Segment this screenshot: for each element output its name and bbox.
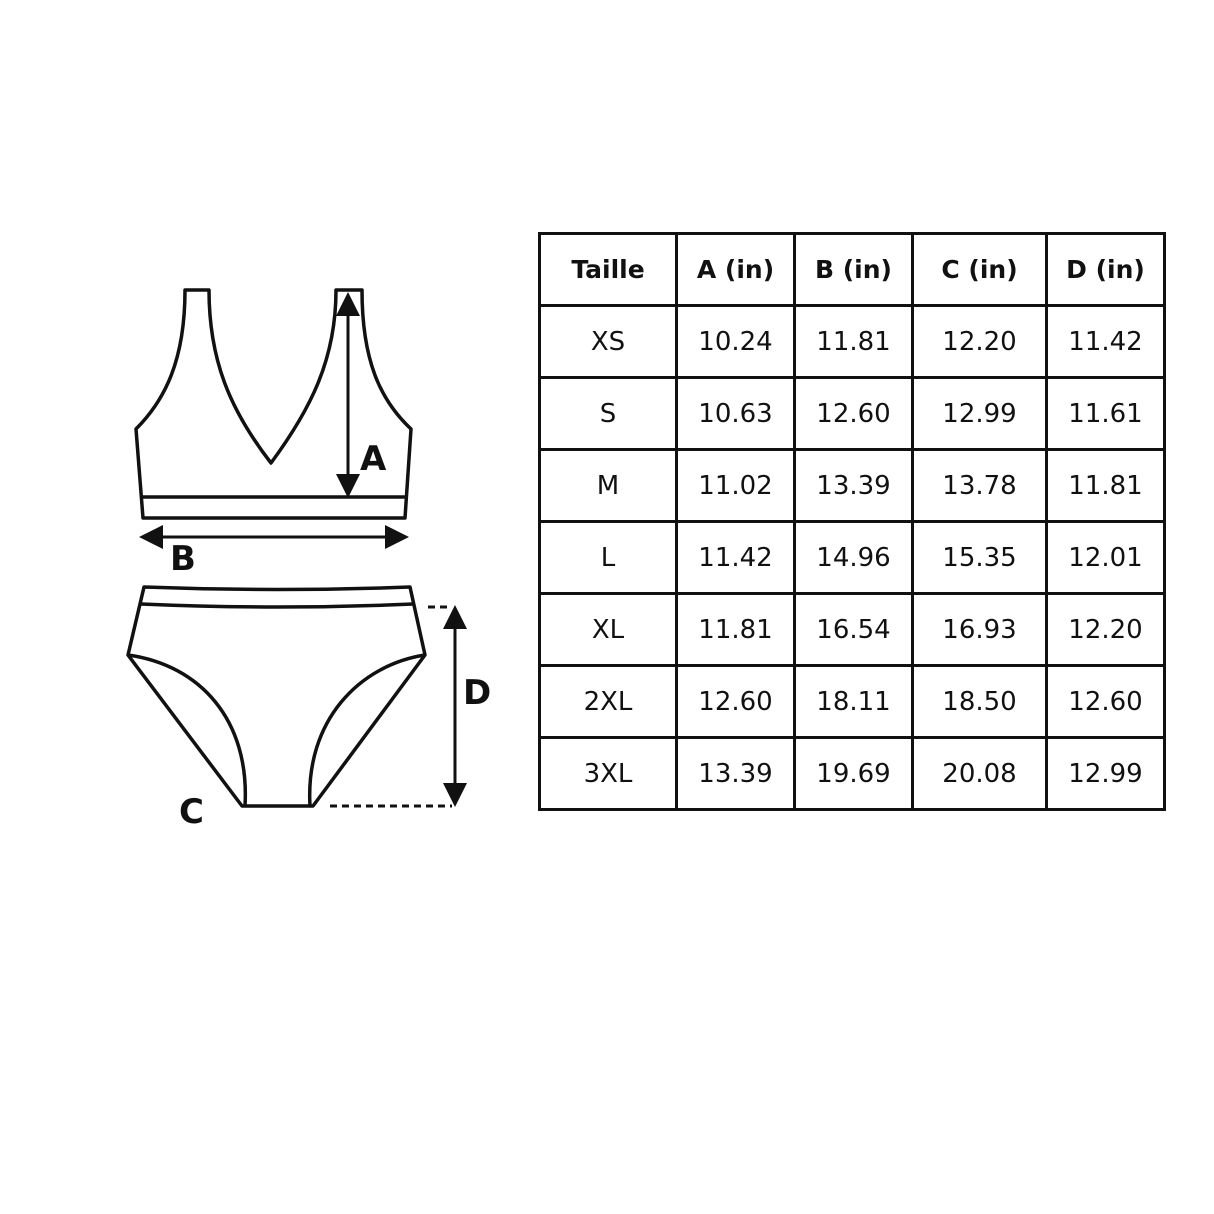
briefs-waistband-line bbox=[140, 602, 414, 609]
cell-c: 13.78 bbox=[911, 448, 1048, 523]
cell-size: L bbox=[538, 520, 678, 595]
header-size: Taille bbox=[538, 232, 678, 307]
briefs-left-leg-line bbox=[127, 653, 248, 807]
table-row: 3XL 13.39 19.69 20.08 12.99 bbox=[538, 736, 1166, 811]
cell-size: 3XL bbox=[538, 736, 678, 811]
cell-size: XL bbox=[538, 592, 678, 667]
header-c: C (in) bbox=[911, 232, 1048, 307]
label-d: D bbox=[463, 673, 491, 713]
cell-a: 13.39 bbox=[675, 736, 796, 811]
briefs-right-leg-line bbox=[308, 653, 426, 807]
table-row: 2XL 12.60 18.11 18.50 12.60 bbox=[538, 664, 1166, 739]
cell-d: 12.20 bbox=[1045, 592, 1166, 667]
label-a: A bbox=[360, 439, 387, 479]
cell-b: 19.69 bbox=[793, 736, 914, 811]
bra-top-outline bbox=[134, 288, 413, 520]
cell-c: 12.99 bbox=[911, 376, 1048, 451]
cell-c: 12.20 bbox=[911, 304, 1048, 379]
header-a: A (in) bbox=[675, 232, 796, 307]
cell-c: 18.50 bbox=[911, 664, 1048, 739]
cell-b: 16.54 bbox=[793, 592, 914, 667]
header-b: B (in) bbox=[793, 232, 914, 307]
cell-d: 11.42 bbox=[1045, 304, 1166, 379]
cell-size: XS bbox=[538, 304, 678, 379]
table-row: M 11.02 13.39 13.78 11.81 bbox=[538, 448, 1166, 523]
cell-a: 10.24 bbox=[675, 304, 796, 379]
cell-size: S bbox=[538, 376, 678, 451]
label-b: B bbox=[170, 539, 196, 579]
cell-b: 11.81 bbox=[793, 304, 914, 379]
size-chart-table: Taille A (in) B (in) C (in) D (in) XS 10.… bbox=[538, 232, 1166, 811]
cell-b: 18.11 bbox=[793, 664, 914, 739]
cell-b: 12.60 bbox=[793, 376, 914, 451]
table-row: L 11.42 14.96 15.35 12.01 bbox=[538, 520, 1166, 595]
cell-a: 12.60 bbox=[675, 664, 796, 739]
cell-d: 12.99 bbox=[1045, 736, 1166, 811]
table-header-row: Taille A (in) B (in) C (in) D (in) bbox=[538, 232, 1166, 307]
cell-c: 20.08 bbox=[911, 736, 1048, 811]
cell-c: 15.35 bbox=[911, 520, 1048, 595]
cell-a: 11.81 bbox=[675, 592, 796, 667]
cell-d: 12.60 bbox=[1045, 664, 1166, 739]
cell-b: 14.96 bbox=[793, 520, 914, 595]
table-row: XS 10.24 11.81 12.20 11.42 bbox=[538, 304, 1166, 379]
header-d: D (in) bbox=[1045, 232, 1166, 307]
cell-d: 12.01 bbox=[1045, 520, 1166, 595]
briefs-outline bbox=[126, 585, 427, 808]
cell-a: 11.02 bbox=[675, 448, 796, 523]
cell-d: 11.61 bbox=[1045, 376, 1166, 451]
label-c: C bbox=[179, 792, 204, 832]
cell-size: M bbox=[538, 448, 678, 523]
cell-a: 10.63 bbox=[675, 376, 796, 451]
cell-d: 11.81 bbox=[1045, 448, 1166, 523]
cell-c: 16.93 bbox=[911, 592, 1048, 667]
table-row: XL 11.81 16.54 16.93 12.20 bbox=[538, 592, 1166, 667]
table-row: S 10.63 12.60 12.99 11.61 bbox=[538, 376, 1166, 451]
cell-b: 13.39 bbox=[793, 448, 914, 523]
cell-a: 11.42 bbox=[675, 520, 796, 595]
cell-size: 2XL bbox=[538, 664, 678, 739]
